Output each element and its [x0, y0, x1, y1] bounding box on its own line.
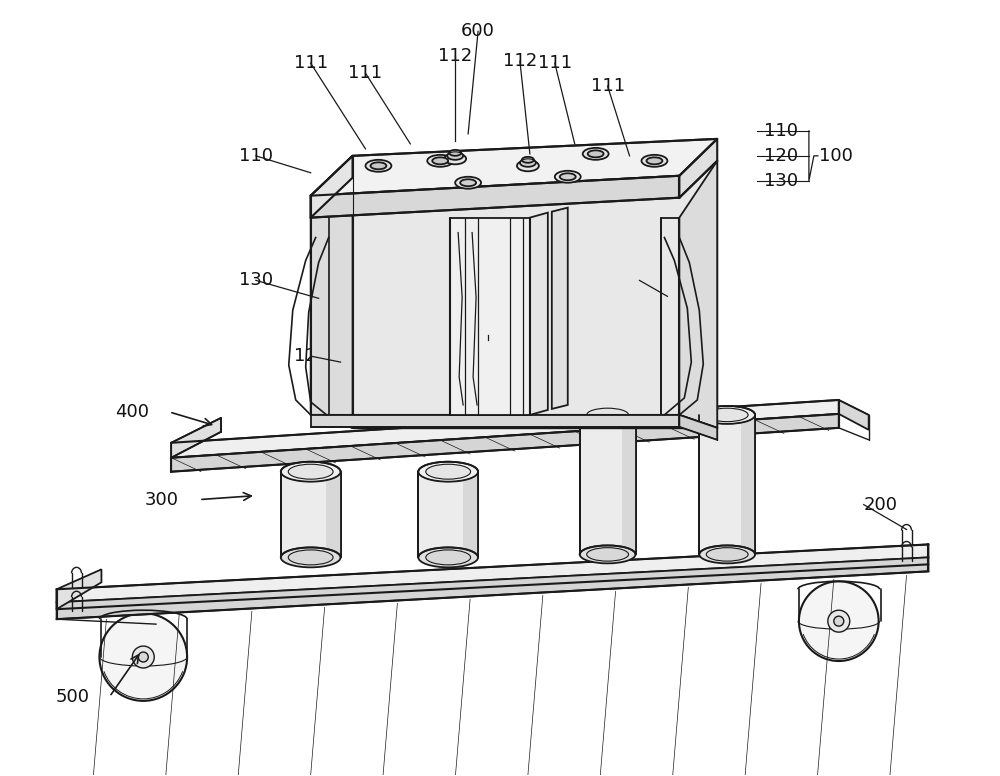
- Ellipse shape: [281, 462, 341, 482]
- Ellipse shape: [444, 154, 466, 165]
- Ellipse shape: [834, 616, 844, 626]
- Polygon shape: [661, 217, 679, 415]
- Polygon shape: [353, 161, 717, 428]
- Ellipse shape: [706, 548, 748, 561]
- Polygon shape: [699, 415, 755, 554]
- Polygon shape: [311, 415, 717, 428]
- Ellipse shape: [699, 546, 755, 563]
- Ellipse shape: [560, 173, 576, 180]
- Text: 111: 111: [294, 54, 328, 72]
- Polygon shape: [741, 415, 755, 554]
- Polygon shape: [839, 400, 869, 430]
- Text: 111: 111: [348, 64, 383, 82]
- Polygon shape: [311, 415, 679, 427]
- Polygon shape: [463, 472, 478, 557]
- Ellipse shape: [706, 408, 748, 421]
- Polygon shape: [171, 418, 221, 458]
- Ellipse shape: [447, 152, 463, 160]
- Ellipse shape: [587, 548, 629, 561]
- Ellipse shape: [418, 547, 478, 567]
- Ellipse shape: [426, 550, 471, 565]
- Ellipse shape: [583, 148, 609, 160]
- Ellipse shape: [138, 652, 148, 662]
- Polygon shape: [171, 414, 839, 472]
- Ellipse shape: [520, 159, 536, 167]
- Ellipse shape: [426, 464, 471, 479]
- Polygon shape: [552, 208, 568, 409]
- Text: 110: 110: [764, 122, 798, 140]
- Ellipse shape: [99, 613, 187, 701]
- Text: 600: 600: [471, 326, 505, 345]
- Ellipse shape: [432, 158, 448, 165]
- Ellipse shape: [828, 610, 850, 632]
- Text: 112: 112: [438, 47, 472, 65]
- Ellipse shape: [646, 158, 662, 165]
- Polygon shape: [622, 415, 636, 554]
- Ellipse shape: [641, 155, 667, 167]
- Ellipse shape: [281, 547, 341, 567]
- Ellipse shape: [580, 406, 636, 424]
- Text: 500: 500: [55, 688, 89, 706]
- Text: 400: 400: [115, 403, 149, 421]
- Text: 300: 300: [145, 490, 179, 508]
- Polygon shape: [311, 139, 717, 196]
- Text: 111: 111: [591, 77, 625, 95]
- Ellipse shape: [455, 177, 481, 189]
- Polygon shape: [326, 472, 341, 557]
- Text: 130: 130: [239, 272, 273, 289]
- Ellipse shape: [418, 462, 478, 482]
- Ellipse shape: [449, 150, 461, 156]
- Polygon shape: [57, 570, 101, 609]
- Text: 110: 110: [239, 147, 273, 165]
- Ellipse shape: [588, 151, 604, 158]
- Ellipse shape: [460, 179, 476, 186]
- Text: 130: 130: [622, 272, 657, 289]
- Polygon shape: [418, 472, 478, 557]
- Text: 600: 600: [461, 23, 495, 40]
- Text: 100: 100: [819, 147, 853, 165]
- Polygon shape: [311, 156, 353, 217]
- Polygon shape: [311, 217, 329, 415]
- Polygon shape: [281, 472, 341, 557]
- Text: 120: 120: [294, 347, 328, 365]
- Ellipse shape: [699, 406, 755, 424]
- Polygon shape: [450, 217, 530, 415]
- Text: 111: 111: [538, 54, 572, 72]
- Ellipse shape: [587, 408, 629, 421]
- Polygon shape: [311, 178, 353, 428]
- Polygon shape: [171, 400, 839, 458]
- Ellipse shape: [555, 171, 581, 182]
- Ellipse shape: [132, 646, 154, 668]
- Polygon shape: [679, 139, 717, 198]
- Ellipse shape: [580, 546, 636, 563]
- Text: 130: 130: [764, 171, 798, 190]
- Polygon shape: [57, 557, 928, 619]
- Text: 112: 112: [503, 52, 537, 70]
- Polygon shape: [530, 213, 548, 415]
- Ellipse shape: [799, 581, 879, 661]
- Ellipse shape: [427, 155, 453, 167]
- Polygon shape: [57, 545, 928, 602]
- Ellipse shape: [288, 550, 333, 565]
- Text: 120: 120: [764, 147, 798, 165]
- Ellipse shape: [288, 464, 333, 479]
- Ellipse shape: [365, 160, 391, 171]
- Ellipse shape: [517, 161, 539, 171]
- Text: 200: 200: [864, 496, 898, 514]
- Polygon shape: [679, 161, 717, 428]
- Polygon shape: [679, 415, 717, 440]
- Polygon shape: [311, 175, 679, 217]
- Polygon shape: [580, 415, 636, 554]
- Ellipse shape: [522, 157, 534, 163]
- Ellipse shape: [370, 162, 386, 169]
